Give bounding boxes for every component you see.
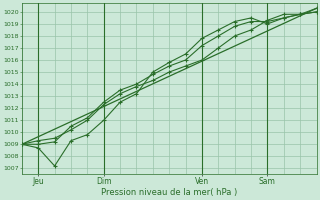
X-axis label: Pression niveau de la mer( hPa ): Pression niveau de la mer( hPa ) bbox=[101, 188, 237, 197]
